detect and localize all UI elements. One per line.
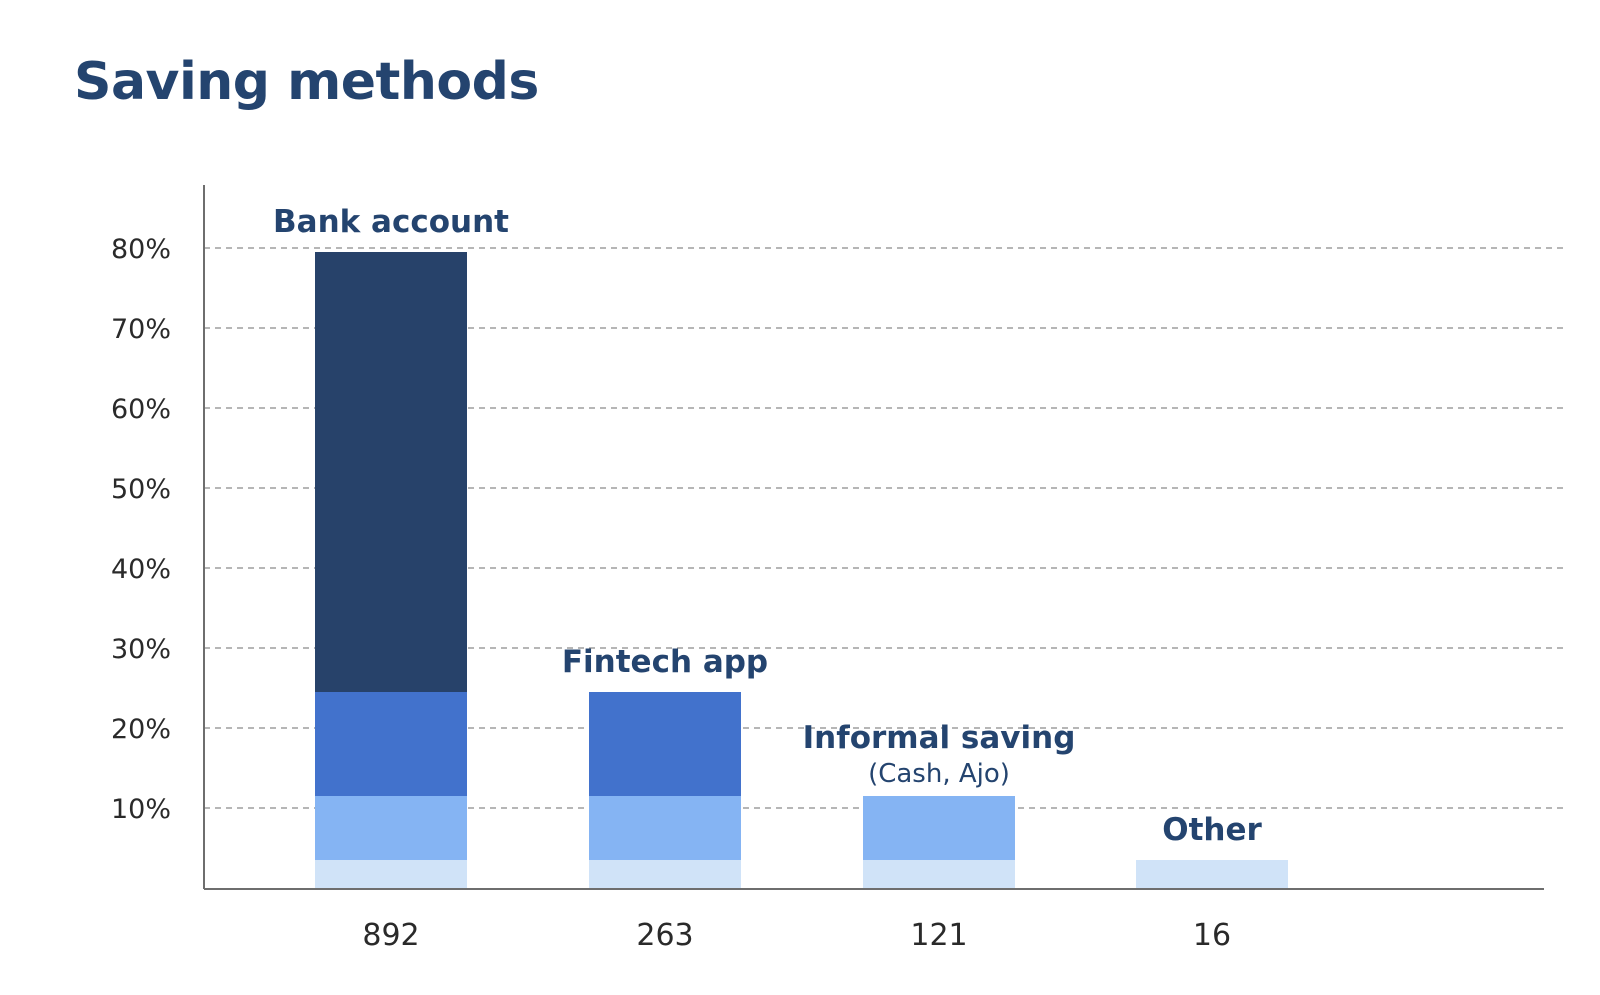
bar-segment-1-2: [589, 692, 741, 796]
bar-segment-0-2: [315, 692, 467, 796]
chart-title: Saving methods: [74, 52, 539, 112]
bar-segment-0-0: [315, 860, 467, 888]
y-tick-label-70: 70%: [111, 314, 171, 345]
y-tick-label-20: 20%: [111, 714, 171, 745]
bar-segment-1-1: [589, 796, 741, 860]
bar-label-3: Other: [1162, 812, 1262, 848]
x-category-label-0: 892: [362, 918, 419, 953]
y-tick-label-80: 80%: [111, 234, 171, 265]
x-category-label-1: 263: [636, 918, 693, 953]
bar-segment-1-0: [589, 860, 741, 888]
bar-segment-0-3: [315, 252, 467, 692]
y-tick-label-10: 10%: [111, 794, 171, 825]
y-tick-label-50: 50%: [111, 474, 171, 505]
y-tick-label-60: 60%: [111, 394, 171, 425]
bar-segment-2-1: [863, 796, 1015, 860]
bar-label-1: Fintech app: [562, 644, 768, 680]
bar-segment-2-0: [863, 860, 1015, 888]
bar-segment-0-1: [315, 796, 467, 860]
bar-label-0: Bank account: [273, 204, 509, 240]
y-tick-label-30: 30%: [111, 634, 171, 665]
bar-label-2: Informal saving: [803, 720, 1076, 756]
x-category-label-3: 16: [1193, 918, 1231, 953]
bar-segment-3-0: [1136, 860, 1288, 888]
bar-sublabel-2: (Cash, Ajo): [868, 759, 1010, 789]
x-category-label-2: 121: [910, 918, 967, 953]
y-tick-label-40: 40%: [111, 554, 171, 585]
